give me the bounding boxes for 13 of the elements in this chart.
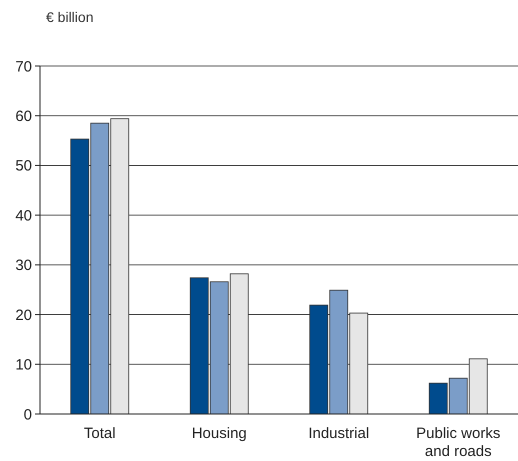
y-tick-label: 0 xyxy=(24,406,32,424)
y-tick-label: 50 xyxy=(15,158,32,175)
y-axis-title: € billion xyxy=(46,9,94,25)
x-tick-label: Public works and roads xyxy=(416,425,500,460)
y-tick-label: 30 xyxy=(15,257,32,274)
y-tick-label: 40 xyxy=(15,207,32,224)
x-tick-label: Industrial xyxy=(308,425,370,442)
x-tick-label: Housing xyxy=(192,425,247,442)
y-tick-label: 70 xyxy=(15,58,32,76)
y-tick-label: 60 xyxy=(15,108,32,125)
y-tick-label: 10 xyxy=(15,356,32,374)
y-tick-label: 20 xyxy=(15,306,32,324)
x-tick-label: Total xyxy=(84,425,116,442)
